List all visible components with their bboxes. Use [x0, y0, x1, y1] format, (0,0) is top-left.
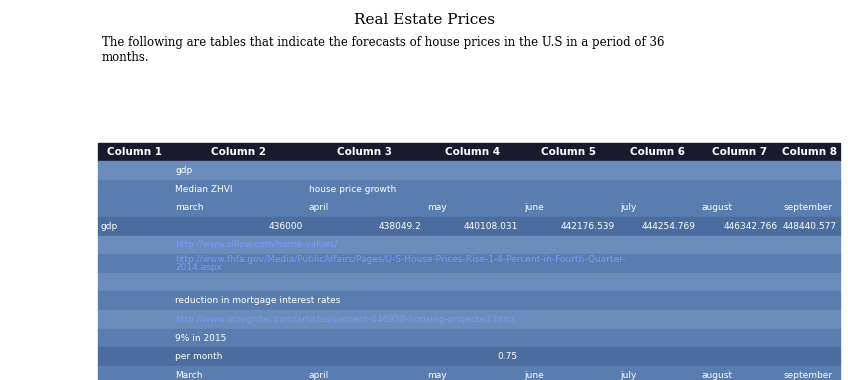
Text: 448440.577: 448440.577 — [783, 222, 837, 231]
Text: Real Estate Prices: Real Estate Prices — [354, 13, 494, 27]
Text: Column 5: Column 5 — [541, 147, 596, 157]
Text: per month: per month — [176, 352, 222, 361]
Text: 446342.766: 446342.766 — [723, 222, 778, 231]
Text: may: may — [427, 371, 447, 380]
Text: august: august — [702, 371, 733, 380]
Text: March: March — [176, 371, 203, 380]
Text: 436000: 436000 — [268, 222, 303, 231]
Text: gdp: gdp — [101, 222, 118, 231]
Text: The following are tables that indicate the forecasts of house prices in the U.S : The following are tables that indicate t… — [102, 36, 664, 64]
Text: Column 4: Column 4 — [444, 147, 499, 157]
Text: Column 3: Column 3 — [338, 147, 392, 157]
Text: 442176.539: 442176.539 — [561, 222, 614, 231]
Text: june: june — [524, 371, 544, 380]
Text: Median ZHVI: Median ZHVI — [176, 185, 232, 193]
Text: Column 1: Column 1 — [107, 147, 162, 157]
Text: july: july — [621, 371, 637, 380]
Text: http://www.fhfa.gov/Media/PublicAffairs/Pages/U-S-House-Prices-Rise-1-4-Percent-: http://www.fhfa.gov/Media/PublicAffairs/… — [176, 255, 626, 264]
Text: 440108.031: 440108.031 — [464, 222, 518, 231]
Text: 444254.769: 444254.769 — [642, 222, 696, 231]
Text: http://www.zillow.com/home-values/: http://www.zillow.com/home-values/ — [176, 241, 338, 249]
Text: april: april — [309, 371, 329, 380]
Text: may: may — [427, 203, 447, 212]
Text: Column 7: Column 7 — [711, 147, 767, 157]
Text: 0.75: 0.75 — [498, 352, 518, 361]
Text: july: july — [621, 203, 637, 212]
Text: september: september — [784, 371, 833, 380]
Text: Column 6: Column 6 — [630, 147, 685, 157]
Text: Column 2: Column 2 — [211, 147, 266, 157]
Text: house price growth: house price growth — [309, 185, 396, 193]
Text: reduction in mortgage interest rates: reduction in mortgage interest rates — [176, 296, 341, 305]
Text: 438049.2: 438049.2 — [379, 222, 421, 231]
Text: august: august — [702, 203, 733, 212]
Text: june: june — [524, 203, 544, 212]
Text: gdp: gdp — [176, 166, 192, 175]
Text: 9% in 2015: 9% in 2015 — [176, 334, 226, 342]
Text: http://www.ocregister.com/articles/percent-646958-housing-projected.html: http://www.ocregister.com/articles/perce… — [176, 315, 515, 324]
Text: 2014.aspx: 2014.aspx — [176, 263, 222, 272]
Text: april: april — [309, 203, 329, 212]
Text: Column 8: Column 8 — [783, 147, 837, 157]
Text: september: september — [784, 203, 833, 212]
Text: march: march — [176, 203, 204, 212]
